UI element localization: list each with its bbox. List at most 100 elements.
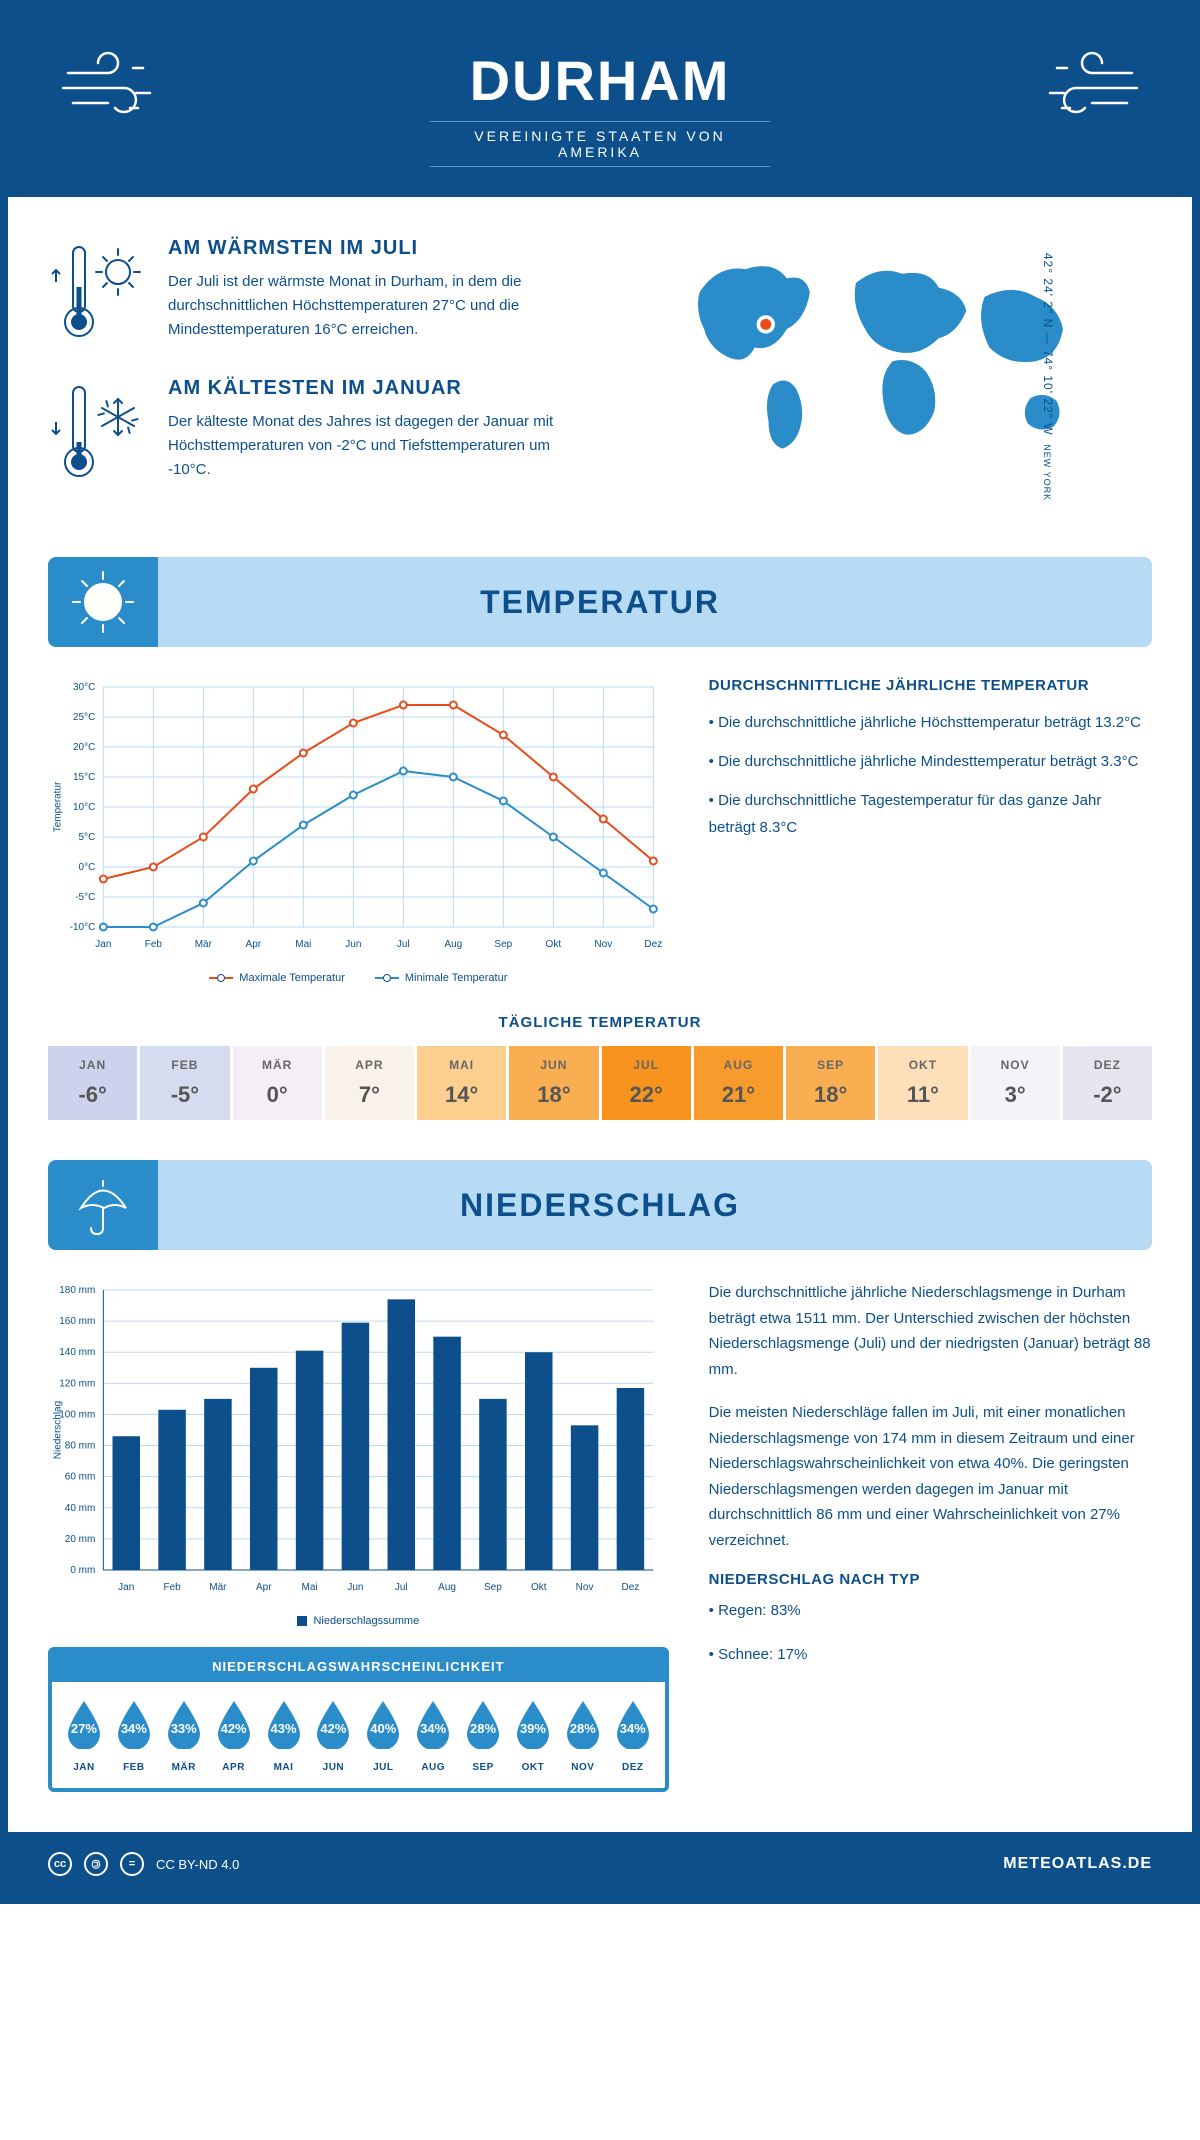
svg-text:Apr: Apr [246, 939, 262, 950]
by-icon: 🄯 [84, 1852, 108, 1876]
svg-text:160 mm: 160 mm [59, 1316, 95, 1327]
temp-info-title: DURCHSCHNITTLICHE JÄHRLICHE TEMPERATUR [709, 677, 1152, 694]
page-header: DURHAM VEREINIGTE STAATEN VON AMERIKA [8, 8, 1192, 197]
prob-item: 42%JUN [309, 1697, 357, 1773]
svg-text:Dez: Dez [622, 1582, 640, 1593]
svg-text:Jul: Jul [397, 939, 410, 950]
daily-temp-cell: SEP18° [786, 1046, 875, 1120]
svg-text:Mär: Mär [209, 1582, 227, 1593]
svg-text:30°C: 30°C [73, 682, 95, 693]
svg-text:80 mm: 80 mm [65, 1441, 96, 1452]
svg-text:Mai: Mai [302, 1582, 318, 1593]
wind-icon [1032, 48, 1142, 128]
license-text: CC BY-ND 4.0 [156, 1857, 239, 1872]
precip-chart-legend: Niederschlagssumme [48, 1615, 669, 1627]
svg-text:100 mm: 100 mm [59, 1409, 95, 1420]
thermometer-snow-icon [48, 377, 148, 487]
svg-text:Sep: Sep [494, 939, 512, 950]
daily-temp-cell: OKT11° [878, 1046, 967, 1120]
thermometer-sun-icon [48, 237, 148, 347]
svg-text:140 mm: 140 mm [59, 1347, 95, 1358]
prob-title: NIEDERSCHLAGSWAHRSCHEINLICHKEIT [52, 1651, 665, 1682]
svg-text:5°C: 5°C [79, 832, 96, 843]
prob-item: 34%AUG [409, 1697, 457, 1773]
cc-icon: cc [48, 1852, 72, 1876]
temperature-title: TEMPERATUR [480, 584, 720, 621]
prob-item: 33%MÄR [160, 1697, 208, 1773]
page-footer: cc 🄯 = CC BY-ND 4.0 METEOATLAS.DE [8, 1832, 1192, 1896]
precip-type-title: NIEDERSCHLAG NACH TYP [709, 1571, 1152, 1588]
svg-text:Jun: Jun [345, 939, 361, 950]
svg-text:20 mm: 20 mm [65, 1534, 96, 1545]
svg-text:Sep: Sep [484, 1582, 502, 1593]
precip-probability-box: NIEDERSCHLAGSWAHRSCHEINLICHKEIT 27%JAN34… [48, 1647, 669, 1792]
svg-text:Okt: Okt [531, 1582, 547, 1593]
warmest-fact: AM WÄRMSTEN IM JULI Der Juli ist der wär… [48, 237, 585, 347]
svg-text:Apr: Apr [256, 1582, 272, 1593]
world-map: 42° 24' 2" N — 74° 10' 22" W NEW YORK [615, 237, 1152, 517]
svg-text:120 mm: 120 mm [59, 1378, 95, 1389]
svg-text:Feb: Feb [145, 939, 163, 950]
daily-temp-cell: AUG21° [694, 1046, 783, 1120]
daily-temp-row: JAN-6°FEB-5°MÄR0°APR7°MAI14°JUN18°JUL22°… [48, 1046, 1152, 1120]
prob-item: 34%FEB [110, 1697, 158, 1773]
daily-temp-cell: JUN18° [509, 1046, 598, 1120]
svg-text:Aug: Aug [438, 1582, 456, 1593]
svg-text:Niederschlag: Niederschlag [52, 1401, 63, 1459]
prob-item: 40%JUL [359, 1697, 407, 1773]
svg-text:Aug: Aug [444, 939, 462, 950]
daily-temp-cell: DEZ-2° [1063, 1046, 1152, 1120]
site-name: METEOATLAS.DE [1003, 1855, 1152, 1873]
daily-temp-cell: FEB-5° [140, 1046, 229, 1120]
daily-temp-cell: APR7° [325, 1046, 414, 1120]
prob-item: 34%DEZ [609, 1697, 657, 1773]
precip-bar-chart: 0 mm 20 mm 40 mm 60 mm 80 mm 100 mm 120 mm 140 … [48, 1280, 669, 1627]
svg-text:20°C: 20°C [73, 742, 95, 753]
svg-text:Mai: Mai [295, 939, 311, 950]
svg-text:-5°C: -5°C [75, 892, 95, 903]
daily-temp-cell: JUL22° [602, 1046, 691, 1120]
svg-text:Temperatur: Temperatur [52, 781, 63, 832]
svg-text:Mär: Mär [195, 939, 213, 950]
temperature-info: DURCHSCHNITTLICHE JÄHRLICHE TEMPERATUR •… [709, 677, 1152, 984]
svg-text:60 mm: 60 mm [65, 1472, 96, 1483]
precip-text: Die durchschnittliche jährliche Niedersc… [709, 1280, 1152, 1792]
daily-temp-cell: JAN-6° [48, 1046, 137, 1120]
temperature-line-chart: -10°C-5°C0°C5°C10°C15°C20°C25°C30°CJanFe… [48, 677, 669, 984]
wind-icon [58, 48, 168, 128]
svg-text:0 mm: 0 mm [70, 1565, 95, 1576]
coldest-fact: AM KÄLTESTEN IM JANUAR Der kälteste Mona… [48, 377, 585, 487]
svg-text:25°C: 25°C [73, 712, 95, 723]
svg-text:-10°C: -10°C [70, 922, 96, 933]
svg-text:Jun: Jun [347, 1582, 363, 1593]
precip-section-header: NIEDERSCHLAG [48, 1160, 1152, 1250]
sun-icon [68, 567, 138, 637]
country-subtitle: VEREINIGTE STAATEN VON AMERIKA [430, 121, 770, 167]
prob-item: 43%MAI [260, 1697, 308, 1773]
svg-text:Jan: Jan [95, 939, 111, 950]
coldest-text: Der kälteste Monat des Jahres ist dagege… [168, 410, 585, 482]
coordinates: 42° 24' 2" N — 74° 10' 22" W NEW YORK [1041, 253, 1055, 501]
prob-item: 28%SEP [459, 1697, 507, 1773]
nd-icon: = [120, 1852, 144, 1876]
prob-item: 27%JAN [60, 1697, 108, 1773]
daily-temp-title: TÄGLICHE TEMPERATUR [48, 1014, 1152, 1031]
svg-text:40 mm: 40 mm [65, 1503, 96, 1514]
svg-text:Jul: Jul [395, 1582, 408, 1593]
svg-text:Okt: Okt [546, 939, 562, 950]
prob-item: 39%OKT [509, 1697, 557, 1773]
svg-text:10°C: 10°C [73, 802, 95, 813]
umbrella-icon [71, 1173, 136, 1238]
warmest-title: AM WÄRMSTEN IM JULI [168, 237, 585, 260]
svg-text:Nov: Nov [594, 939, 612, 950]
city-title: DURHAM [28, 48, 1172, 113]
svg-text:Jan: Jan [118, 1582, 134, 1593]
svg-text:Dez: Dez [644, 939, 662, 950]
daily-temp-cell: MAI14° [417, 1046, 506, 1120]
prob-item: 28%NOV [559, 1697, 607, 1773]
svg-text:Feb: Feb [163, 1582, 181, 1593]
daily-temp-cell: MÄR0° [233, 1046, 322, 1120]
temp-chart-legend: Maximale Temperatur Minimale Temperatur [48, 972, 669, 984]
prob-item: 42%APR [210, 1697, 258, 1773]
coldest-title: AM KÄLTESTEN IM JANUAR [168, 377, 585, 400]
